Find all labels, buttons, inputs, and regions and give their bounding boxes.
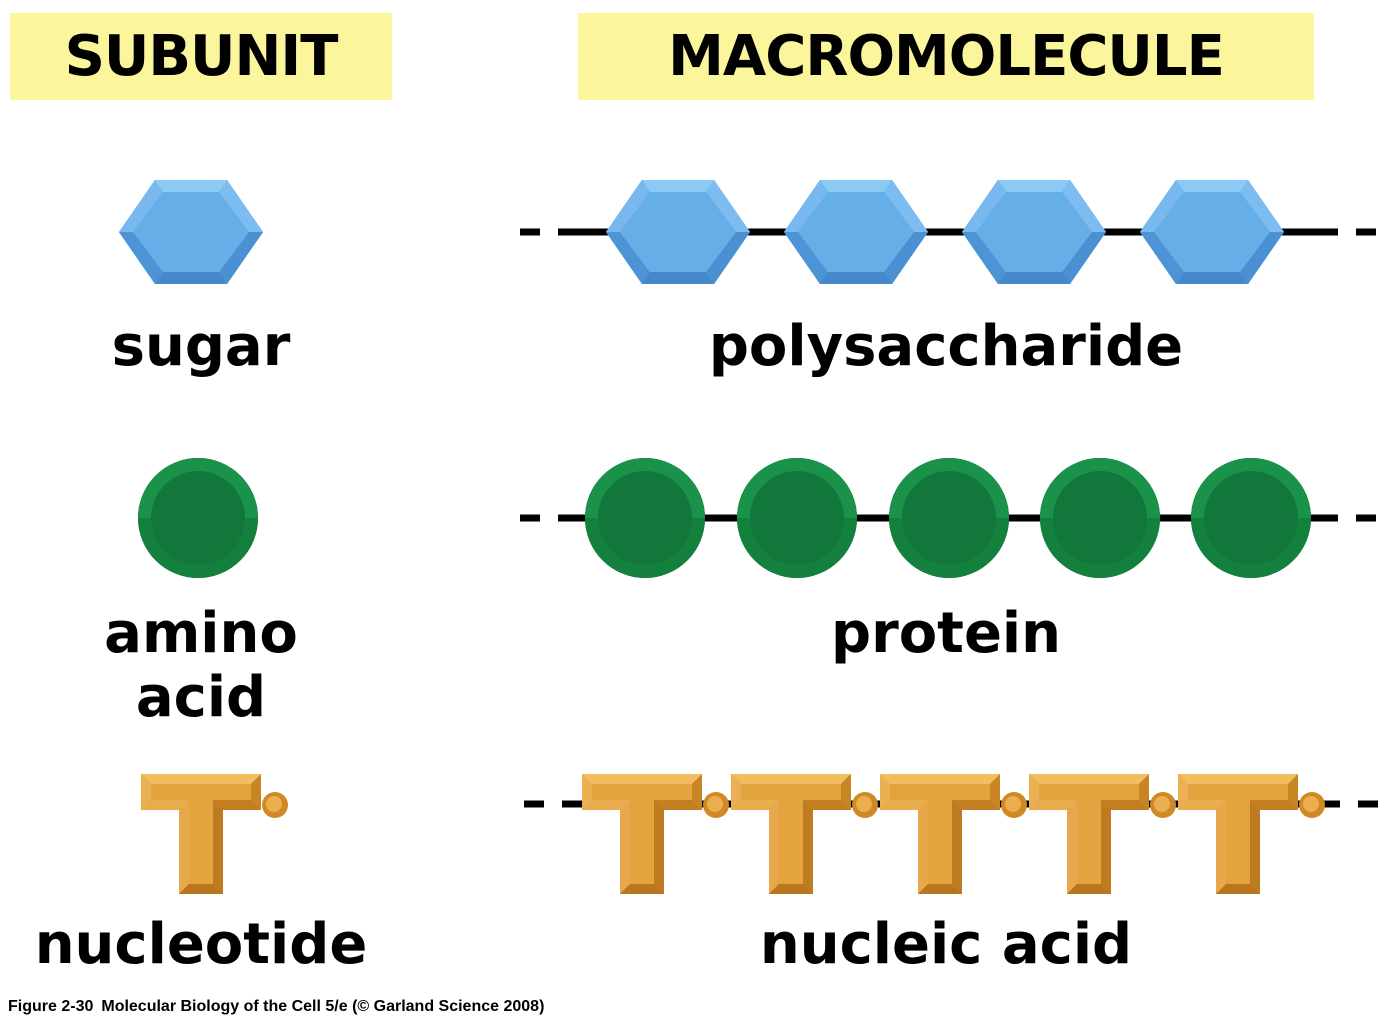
polysaccharide-label: polysaccharide — [708, 314, 1184, 379]
nucleotide-unit-icon — [1029, 774, 1149, 894]
amino-acid-unit-icon — [889, 458, 1009, 578]
nucleotide-subunit-icon — [141, 774, 288, 894]
subunit-header: SUBUNIT — [10, 13, 392, 100]
phosphate-dot-icon — [1299, 792, 1325, 818]
acid-label: acid — [135, 665, 267, 730]
nucleotide-unit-icon — [582, 774, 702, 894]
nucleotide-unit-icon — [880, 774, 1000, 894]
figure-caption: Figure 2-30 Molecular Biology of the Cell… — [8, 998, 544, 1016]
nucleotide-unit-icon — [1178, 774, 1298, 894]
amino-acid-unit-icon — [737, 458, 857, 578]
figure-source: Molecular Biology of the Cell 5/e (© Gar… — [101, 998, 545, 1015]
macromolecule-header: MACROMOLECULE — [578, 13, 1314, 100]
figure-number: Figure 2-30 — [8, 998, 94, 1015]
sugar-subunit-icon — [119, 180, 263, 284]
amino-acid-unit-icon — [1040, 458, 1160, 578]
sugar-unit-icon — [784, 180, 928, 284]
nucleotide-label: nucleotide — [34, 912, 368, 977]
sugar-unit-icon — [962, 180, 1106, 284]
sugar-unit-icon — [1140, 180, 1284, 284]
amino-acid-unit-icon — [1191, 458, 1311, 578]
sugar-label: sugar — [111, 314, 291, 379]
sugar-unit-icon — [606, 180, 750, 284]
nucleic-acid-chain — [524, 774, 1378, 894]
nucleic-acid-label: nucleic acid — [759, 912, 1133, 977]
amino-acid-subunit-icon — [138, 458, 258, 578]
nucleotide-unit-icon — [731, 774, 851, 894]
phosphate-dot-icon — [852, 792, 878, 818]
polysaccharide-chain — [520, 180, 1376, 284]
phosphate-dot-icon — [703, 792, 729, 818]
protein-chain — [520, 458, 1376, 578]
protein-label: protein — [831, 601, 1061, 666]
amino-acid-unit-icon — [585, 458, 705, 578]
phosphate-dot-icon — [1150, 792, 1176, 818]
amino-label: amino — [104, 601, 298, 666]
phosphate-dot-icon — [1001, 792, 1027, 818]
